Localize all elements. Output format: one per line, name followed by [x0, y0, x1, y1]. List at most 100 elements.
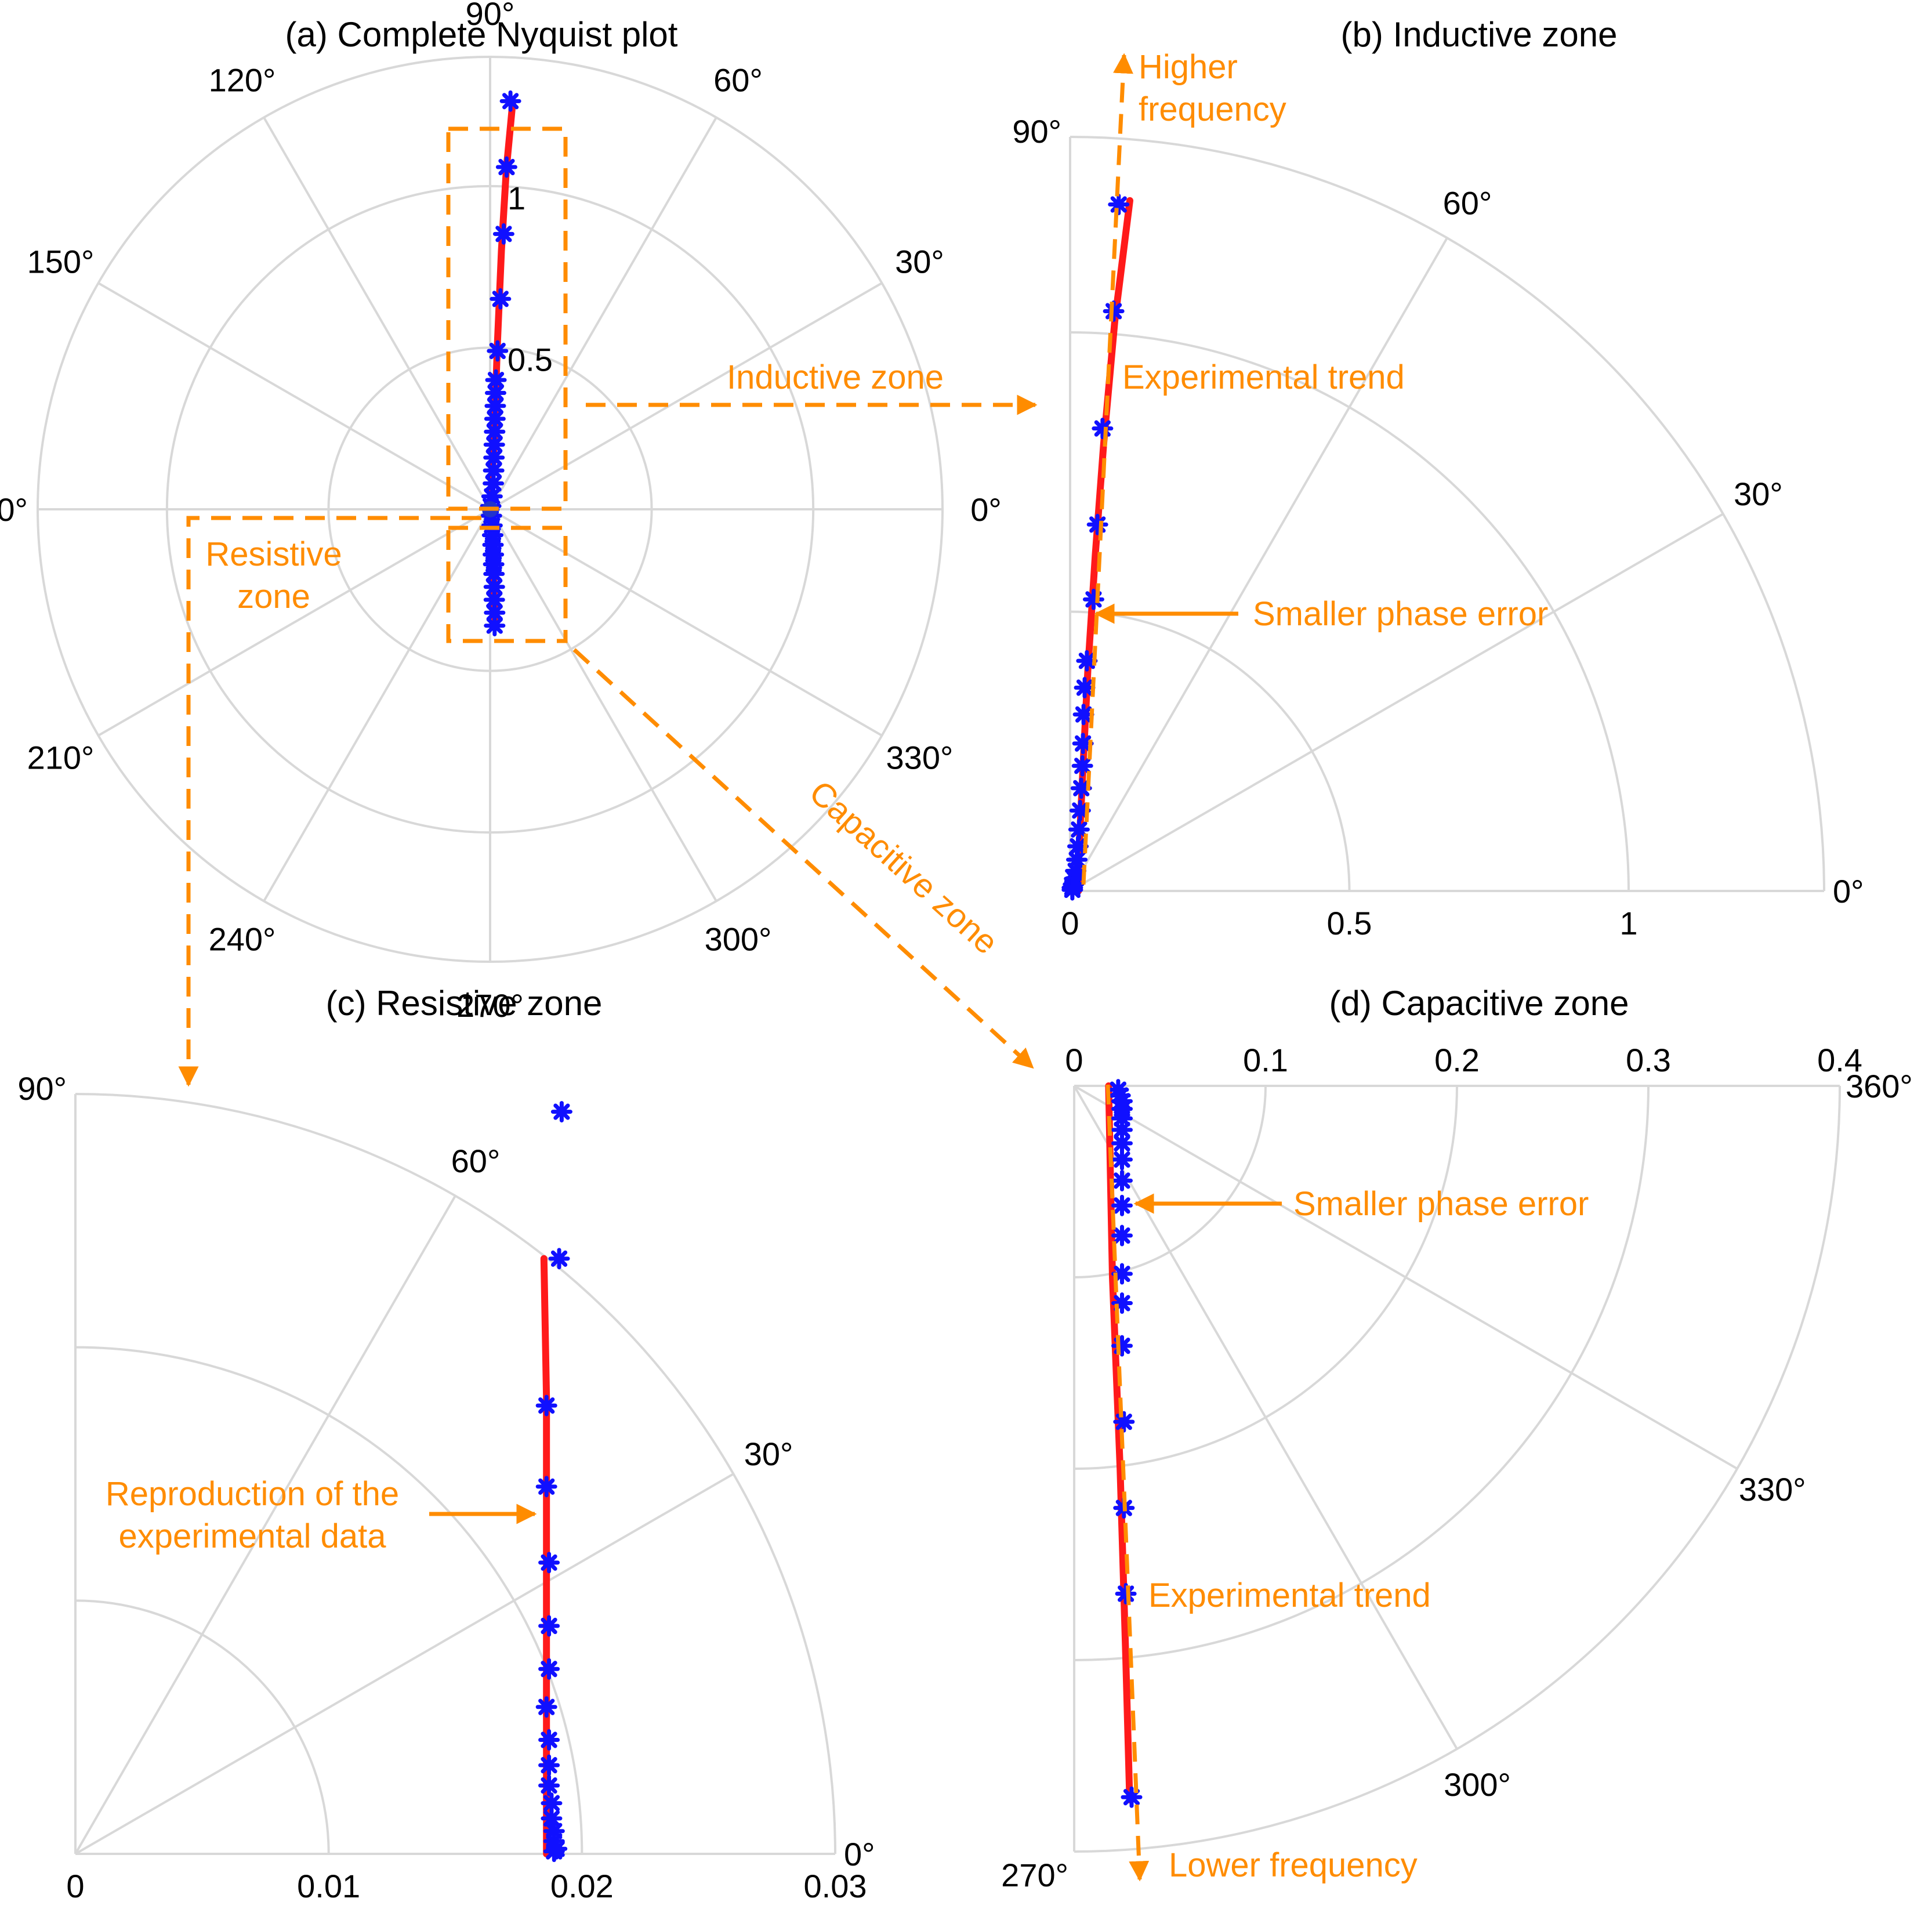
experimental-trend-label-b: Experimental trend: [1122, 358, 1405, 396]
panel-b-inductive-zone: (b) Inductive zone 0° 30° 60° 90° 0 0.5 1: [1012, 15, 1864, 941]
grid-spoke: [489, 508, 717, 902]
data-point: [538, 1774, 560, 1796]
data-point: [538, 1754, 560, 1776]
reproduction-label-line2: experimental data: [118, 1517, 386, 1555]
data-point: [1108, 194, 1130, 216]
grid-c: [74, 1093, 836, 1855]
data-point: [1113, 1411, 1135, 1433]
data-point: [550, 1101, 572, 1123]
data-point: [1111, 1335, 1133, 1357]
grid-arc: [1074, 1085, 1458, 1470]
data-point: [484, 615, 506, 637]
angle-tick-label: 330°: [886, 740, 954, 776]
grid-spoke: [489, 282, 883, 510]
grid-spoke: [75, 1473, 734, 1855]
smaller-phase-error-label-b: Smaller phase error: [1253, 595, 1548, 633]
data-point: [1115, 1582, 1137, 1604]
angle-tick-label: 0°: [844, 1836, 875, 1872]
data-point: [484, 408, 506, 430]
radial-tick-label: 0: [1061, 905, 1079, 941]
data-point: [1111, 1194, 1133, 1216]
radial-tick-label: 1: [1619, 905, 1637, 941]
angle-tick-label: 0°: [1833, 873, 1864, 910]
data-point: [483, 576, 505, 598]
grid-arc: [75, 1599, 330, 1854]
panel-c-resistive-zone: (c) Resistive zone 0°30°60°90°0 0.01 0.02 0…: [17, 984, 875, 1904]
angle-tick-label: 270°: [456, 987, 524, 1024]
grid-arc: [1070, 331, 1630, 892]
data-point: [1111, 1149, 1133, 1171]
grid-spoke: [489, 508, 883, 737]
grid-spoke: [97, 282, 491, 510]
angle-tick-label: 330°: [1739, 1471, 1806, 1508]
plot-c-area: 0° 30° 60° 90° 0 0.01 0.02 0.03: [17, 1070, 875, 1904]
data-point: [483, 434, 505, 456]
angle-tick-label: 240°: [209, 921, 276, 957]
reproduction-label-line1: Reproduction of the: [106, 1475, 399, 1513]
data-point: [1092, 418, 1114, 440]
experimental-trend-label-d: Experimental trend: [1148, 1577, 1431, 1614]
data-point: [1071, 755, 1093, 777]
annotation-layer: Inductive zone Resistive zone Capacitive…: [106, 48, 1589, 1884]
data-point: [538, 1552, 560, 1574]
angle-tick-label: 60°: [1443, 185, 1492, 222]
capacitive-zone-label: Capacitive zone: [802, 773, 1005, 961]
grid-arc: [1074, 1085, 1841, 1853]
radial-tick-label: 0.5: [1327, 905, 1372, 941]
plot-d-area: 360° 330° 300° 270° 0 0.1 0.2 0.3 0.4: [1001, 1042, 1913, 1893]
angle-tick-label: 90°: [466, 0, 515, 32]
data-point: [484, 382, 506, 404]
data-point: [492, 223, 514, 245]
data-point: [535, 1476, 557, 1498]
angle-tick-label: 30°: [1734, 476, 1783, 512]
grid-spoke: [1069, 237, 1448, 892]
data-point: [490, 288, 512, 310]
panel-c-title: (c) Resistive zone: [326, 984, 603, 1023]
data-point: [535, 1696, 557, 1718]
radial-tick-label: 0.5: [508, 341, 553, 378]
data-point: [1061, 879, 1083, 901]
grid-spoke: [263, 117, 491, 510]
grid-arc: [75, 1346, 583, 1854]
grid-arc: [1070, 610, 1351, 892]
data-point: [499, 90, 521, 112]
grid-spoke: [263, 508, 491, 902]
data-point: [1111, 1169, 1133, 1191]
angle-tick-label: 120°: [209, 62, 276, 99]
grid-b: [1069, 136, 1825, 892]
radial-tick-label: 0.03: [804, 1868, 867, 1904]
grid-spoke: [1074, 1085, 1738, 1470]
panel-d-title: (d) Capacitive zone: [1329, 984, 1629, 1023]
grid-spoke: [1069, 513, 1724, 892]
data-point: [538, 1615, 560, 1637]
data-point: [1121, 1786, 1143, 1808]
angle-tick-label: 300°: [705, 921, 772, 957]
grid-spoke: [74, 1195, 456, 1855]
data-point: [1072, 733, 1094, 755]
angle-tick-label: 30°: [744, 1436, 793, 1472]
plot-b-area: 0° 30° 60° 90° 0 0.5 1: [1012, 113, 1864, 941]
panel-a-title: (a) Complete Nyquist plot: [285, 15, 678, 54]
grid-arc: [1070, 136, 1825, 892]
higher-frequency-arrow: [1081, 53, 1133, 885]
grid-arc: [1074, 1085, 1650, 1661]
data-point: [541, 1807, 563, 1830]
grid-arc: [1074, 1085, 1267, 1278]
resistive-zone-label-line2: zone: [237, 578, 310, 615]
capacitive-zone-box: [446, 526, 568, 643]
capacitive-zone-arrow: [572, 648, 1034, 1069]
higher-frequency-label-line1: Higher: [1139, 48, 1238, 86]
lower-frequency-arrow: [1105, 1084, 1150, 1882]
plot-a-area: 0° 30° 60° 90° 120° 150° 180° 210° 240° 270° 300° 3…: [0, 0, 1002, 1024]
angle-tick-label: 270°: [1001, 1857, 1068, 1893]
data-point: [535, 1394, 557, 1417]
radial-tick-label: 0.01: [297, 1868, 360, 1904]
grid-spoke: [97, 508, 491, 737]
radial-tick-label: 0.1: [1243, 1042, 1288, 1078]
data-point: [538, 1729, 560, 1751]
angle-tick-label: 0°: [970, 491, 1002, 528]
radial-tick-label: 0: [66, 1868, 84, 1904]
data-point: [1111, 1225, 1133, 1247]
radial-tick-label: 0.2: [1434, 1042, 1480, 1078]
